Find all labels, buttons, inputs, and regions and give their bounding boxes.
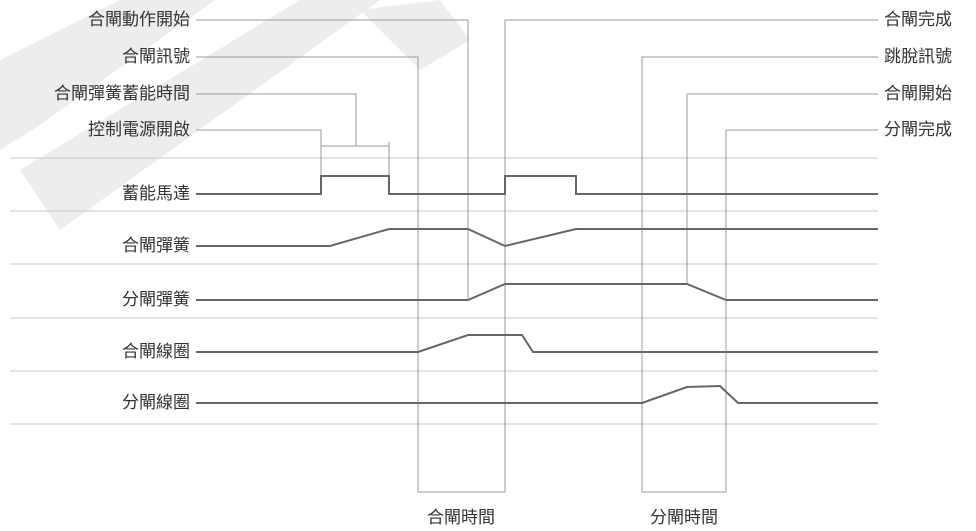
row-label-closing-spring: 合閘彈簧 xyxy=(122,236,190,256)
signals xyxy=(196,175,878,404)
event-close-complete xyxy=(504,19,878,492)
label-open-complete: 分閘完成 xyxy=(884,120,952,140)
event-close-start xyxy=(196,19,469,300)
label-trip-signal: 跳脫訊號 xyxy=(884,47,952,67)
event-power-on xyxy=(196,129,322,178)
signal-opening-spring xyxy=(196,283,878,301)
event-charge-time xyxy=(196,93,357,146)
label-close-spring-charge-time: 合閘彈簧蓄能時間 xyxy=(54,84,190,104)
event-close-signal xyxy=(196,56,419,492)
row-label-charging-motor: 蓄能馬達 xyxy=(122,184,190,204)
label-open-time: 分閘時間 xyxy=(650,508,718,528)
signal-charging-motor xyxy=(196,175,878,195)
label-close-time: 合閘時間 xyxy=(427,508,495,528)
event-open-complete xyxy=(725,129,878,492)
signal-closing-spring xyxy=(196,228,878,248)
signal-closing-coil xyxy=(196,334,878,353)
row-label-opening-coil: 分閘線圈 xyxy=(122,393,190,413)
row-label-closing-coil: 合閘線圈 xyxy=(122,342,190,362)
label-close-complete: 合閘完成 xyxy=(884,10,952,30)
label-control-power-on: 控制電源開啟 xyxy=(88,120,190,140)
event-open-start xyxy=(686,93,878,285)
row-label-opening-spring: 分閘彈簧 xyxy=(122,290,190,310)
event-lines xyxy=(196,19,878,493)
label-close-signal: 合閘訊號 xyxy=(122,47,190,67)
row-grid xyxy=(10,157,878,425)
event-trip-signal xyxy=(641,56,878,492)
label-close-action-start: 合閘動作開始 xyxy=(88,10,190,30)
signal-opening-coil xyxy=(196,384,878,404)
label-open-start: 合閘開始 xyxy=(884,84,952,104)
